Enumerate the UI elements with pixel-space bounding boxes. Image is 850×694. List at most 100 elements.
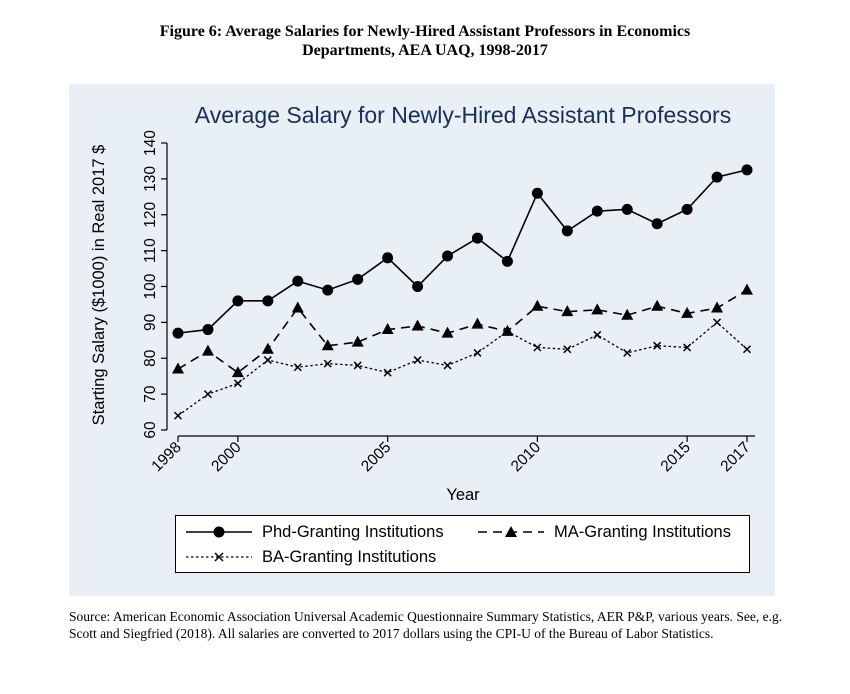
data-point <box>261 342 274 354</box>
data-point <box>323 359 332 368</box>
data-point <box>203 390 212 399</box>
data-point <box>352 273 364 285</box>
data-point <box>473 348 482 357</box>
data-point <box>651 299 664 311</box>
chart-panel <box>69 84 775 596</box>
data-point <box>413 356 422 365</box>
figure-caption-line1: Figure 6: Average Salaries for Newly-Hir… <box>159 23 691 40</box>
data-point <box>293 363 302 372</box>
x-tick-label: 2010 <box>508 439 545 476</box>
y-tick-label: 120 <box>142 201 159 227</box>
data-point <box>351 335 364 347</box>
data-point <box>503 327 512 336</box>
chart-title: Average Salary for Newly-Hired Assistant… <box>195 102 731 128</box>
legend: Phd-Granting Institutions MA-Granting In… <box>175 515 750 573</box>
legend-swatch-phd <box>186 526 252 538</box>
legend-label-ba: BA-Granting Institutions <box>262 547 437 566</box>
data-point <box>621 203 633 215</box>
x-tick-label: 2000 <box>208 439 245 476</box>
y-tick-label: 80 <box>142 349 159 367</box>
axes: 60 70 80 90 100 110 120 130 140 1998 2000 2005 2010 2… <box>142 130 755 476</box>
series-layer <box>172 164 753 420</box>
data-point <box>651 218 663 230</box>
x-tick-label: 1998 <box>148 439 184 475</box>
y-tick-label: 110 <box>142 238 159 263</box>
data-point <box>623 348 632 357</box>
y-tick-label: 130 <box>142 166 159 192</box>
y-axis-label: Starting Salary ($1000) in Real 2017 $ <box>90 145 108 426</box>
series-ba <box>173 318 752 420</box>
legend-swatch-ba <box>186 552 252 562</box>
legend-item-phd: Phd-Granting Institutions <box>184 521 444 543</box>
data-point <box>443 361 452 370</box>
data-point <box>742 345 752 354</box>
data-point <box>711 301 724 313</box>
data-point <box>201 344 214 356</box>
data-point <box>593 330 602 339</box>
y-tick-label: 70 <box>142 385 159 403</box>
data-point <box>233 379 242 388</box>
data-point <box>681 203 693 215</box>
data-point <box>711 171 723 183</box>
y-tick-label: 60 <box>142 421 159 439</box>
series-line <box>177 321 748 417</box>
data-point <box>561 225 573 237</box>
data-point <box>591 205 603 217</box>
x-axis-label: Year <box>446 486 480 504</box>
data-point <box>442 250 454 262</box>
data-point <box>263 356 272 365</box>
y-tick-label: 100 <box>142 273 159 299</box>
data-point <box>441 326 454 338</box>
data-point <box>533 343 542 352</box>
series-line <box>177 289 748 374</box>
y-tick-label: 90 <box>142 313 159 331</box>
data-point <box>173 411 183 420</box>
data-point <box>231 366 244 378</box>
data-point <box>322 284 334 296</box>
series-phd <box>172 164 753 339</box>
legend-item-ba: BA-Granting Institutions <box>184 546 436 568</box>
data-point <box>681 306 694 318</box>
data-point <box>291 301 304 313</box>
data-point <box>741 283 753 295</box>
data-point <box>383 368 392 377</box>
legend-label-phd: Phd-Granting Institutions <box>262 522 444 541</box>
data-point <box>353 361 362 370</box>
data-point <box>471 232 483 244</box>
data-point <box>411 319 424 331</box>
x-tick-label: 2017 <box>717 439 753 475</box>
y-tick-label: 140 <box>142 130 159 156</box>
data-point <box>321 339 334 351</box>
data-point <box>683 343 692 352</box>
data-point <box>172 362 184 374</box>
data-point <box>561 305 574 317</box>
legend-item-ma: MA-Granting Institutions <box>476 521 731 543</box>
figure-caption-line2: Departments, AEA UAQ, 1998-2017 <box>302 42 548 59</box>
data-point <box>471 317 484 329</box>
data-point <box>262 295 274 307</box>
x-tick-label: 2015 <box>658 439 694 475</box>
data-point <box>501 255 513 267</box>
data-point <box>382 252 394 264</box>
data-point <box>591 303 604 315</box>
series-line <box>177 169 748 334</box>
data-point <box>741 164 753 176</box>
x-tick-label: 2005 <box>358 439 394 475</box>
data-point <box>412 281 424 292</box>
data-point <box>531 299 544 311</box>
data-point <box>653 341 662 350</box>
data-point <box>202 324 214 336</box>
data-point <box>232 295 244 307</box>
data-point <box>621 308 634 320</box>
data-point <box>172 327 184 339</box>
source-note: Source: American Economic Association Un… <box>69 609 783 641</box>
data-point <box>531 187 543 199</box>
data-point <box>713 318 722 327</box>
legend-swatch-ma <box>478 526 544 537</box>
data-point <box>563 345 572 354</box>
series-ma <box>172 283 753 378</box>
legend-label-ma: MA-Granting Institutions <box>554 522 731 541</box>
data-point <box>292 275 304 287</box>
figure-caption: Figure 6: Average Salaries for Newly-Hir… <box>0 22 850 60</box>
